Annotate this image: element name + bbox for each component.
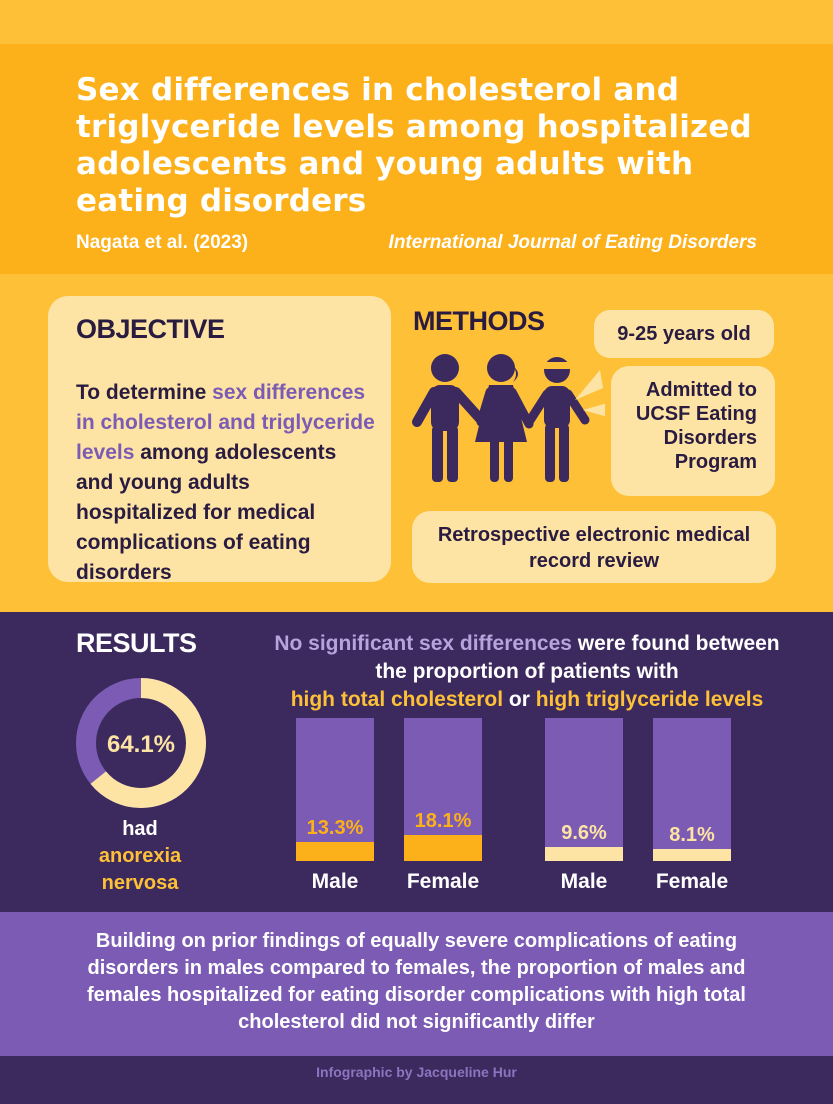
objective-heading: OBJECTIVE <box>76 314 225 344</box>
journal: International Journal of Eating Disorder… <box>388 232 757 253</box>
donut-value: 64.1% <box>107 731 175 758</box>
bar-fill <box>404 835 482 861</box>
donut-arc <box>76 678 206 808</box>
bar-category-label: Male <box>311 870 359 893</box>
author: Nagata et al. (2023) <box>76 232 249 253</box>
anorexia-donut-chart: 64.1% <box>76 678 206 808</box>
bar-value-label: 13.3% <box>306 816 364 839</box>
title: Sex differences in cholesterol and trigl… <box>76 72 752 219</box>
admission-bubble: Admitted to UCSF Eating Disorders Progra… <box>611 366 775 496</box>
bar-value-label: 8.1% <box>669 824 715 847</box>
footer: Infographic by Jacqueline Hur <box>0 1056 833 1104</box>
finding-or: or <box>503 688 536 711</box>
objective-text-start: To determine <box>76 381 213 404</box>
age-range-bubble: 9-25 years old <box>594 310 774 358</box>
bar-value-label: 9.6% <box>561 822 607 845</box>
objective-box: OBJECTIVE To determine sex differences i… <box>48 296 391 584</box>
review-bubble: Retrospective electronic medical record … <box>412 511 776 583</box>
finding-part2: were found between the proportion of pat… <box>375 632 780 683</box>
bar-cholesterol-female: 18.1% <box>404 718 482 861</box>
conclusion-text: Building on prior findings of equally se… <box>87 930 746 1033</box>
methods-heading: METHODS <box>413 306 545 336</box>
credit: Infographic by Jacqueline Hur <box>316 1064 517 1080</box>
donut-caption-nervosa: nervosa <box>101 872 179 894</box>
conclusion-section: Building on prior findings of equally se… <box>0 912 833 1056</box>
donut-caption-anorexia: anorexia <box>98 845 182 867</box>
top-strip <box>0 0 833 44</box>
summary-section: OBJECTIVE To determine sex differences i… <box>0 274 833 612</box>
bar-value-label: 18.1% <box>414 810 472 833</box>
bar-cholesterol-male: 13.3% <box>296 718 374 861</box>
finding-text: No significant sex differences were foun… <box>262 630 792 714</box>
objective-text: To determine sex differences in choleste… <box>76 378 376 588</box>
finding-no-sig: No significant sex differences <box>274 632 572 655</box>
donut-caption-had: had <box>122 818 158 840</box>
donut-caption: had anorexia nervosa <box>60 816 220 897</box>
bar-fill <box>653 849 731 861</box>
bar-triglyceride-male: 9.6% <box>545 718 623 861</box>
bar-triglyceride-female: 8.1% <box>653 718 731 861</box>
header: Sex differences in cholesterol and trigl… <box>0 44 833 274</box>
finding-triglyceride: high triglyceride levels <box>535 688 764 711</box>
people-group-icon <box>412 354 605 482</box>
finding-cholesterol: high total cholesterol <box>290 688 504 711</box>
bar-fill <box>545 847 623 861</box>
results-heading: RESULTS <box>76 628 197 658</box>
results-section: RESULTS 64.1% had anorexia nervosa No si… <box>0 612 833 912</box>
bar-category-label: Male <box>560 870 608 893</box>
bar-category-label: Female <box>406 870 480 893</box>
bar-fill <box>296 841 374 861</box>
objective-text-end: among adolescents and young adults hospi… <box>76 441 337 584</box>
bar-category-label: Female <box>655 870 729 893</box>
objective-highlight: sex differences in cholesterol and trigl… <box>76 381 375 464</box>
